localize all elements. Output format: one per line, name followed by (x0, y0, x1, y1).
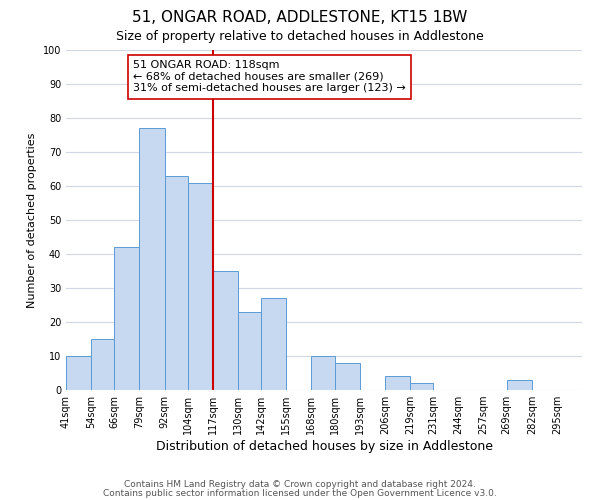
Text: Contains public sector information licensed under the Open Government Licence v3: Contains public sector information licen… (103, 488, 497, 498)
Bar (91, 339, 115, 390)
Bar (335, 363, 360, 390)
Bar (115, 247, 139, 390)
Bar (139, 128, 164, 390)
Bar (506, 380, 532, 390)
Bar (238, 312, 261, 390)
Text: 51, ONGAR ROAD, ADDLESTONE, KT15 1BW: 51, ONGAR ROAD, ADDLESTONE, KT15 1BW (133, 10, 467, 25)
Text: Contains HM Land Registry data © Crown copyright and database right 2024.: Contains HM Land Registry data © Crown c… (124, 480, 476, 489)
Bar (261, 298, 286, 390)
Bar (164, 176, 188, 390)
Bar (311, 356, 335, 390)
Bar (66, 356, 91, 390)
Bar (213, 271, 238, 390)
Y-axis label: Number of detached properties: Number of detached properties (27, 132, 37, 308)
Bar (410, 383, 433, 390)
Bar (188, 182, 213, 390)
Text: Size of property relative to detached houses in Addlestone: Size of property relative to detached ho… (116, 30, 484, 43)
Bar (385, 376, 410, 390)
X-axis label: Distribution of detached houses by size in Addlestone: Distribution of detached houses by size … (155, 440, 493, 453)
Text: 51 ONGAR ROAD: 118sqm
← 68% of detached houses are smaller (269)
31% of semi-det: 51 ONGAR ROAD: 118sqm ← 68% of detached … (133, 60, 406, 94)
